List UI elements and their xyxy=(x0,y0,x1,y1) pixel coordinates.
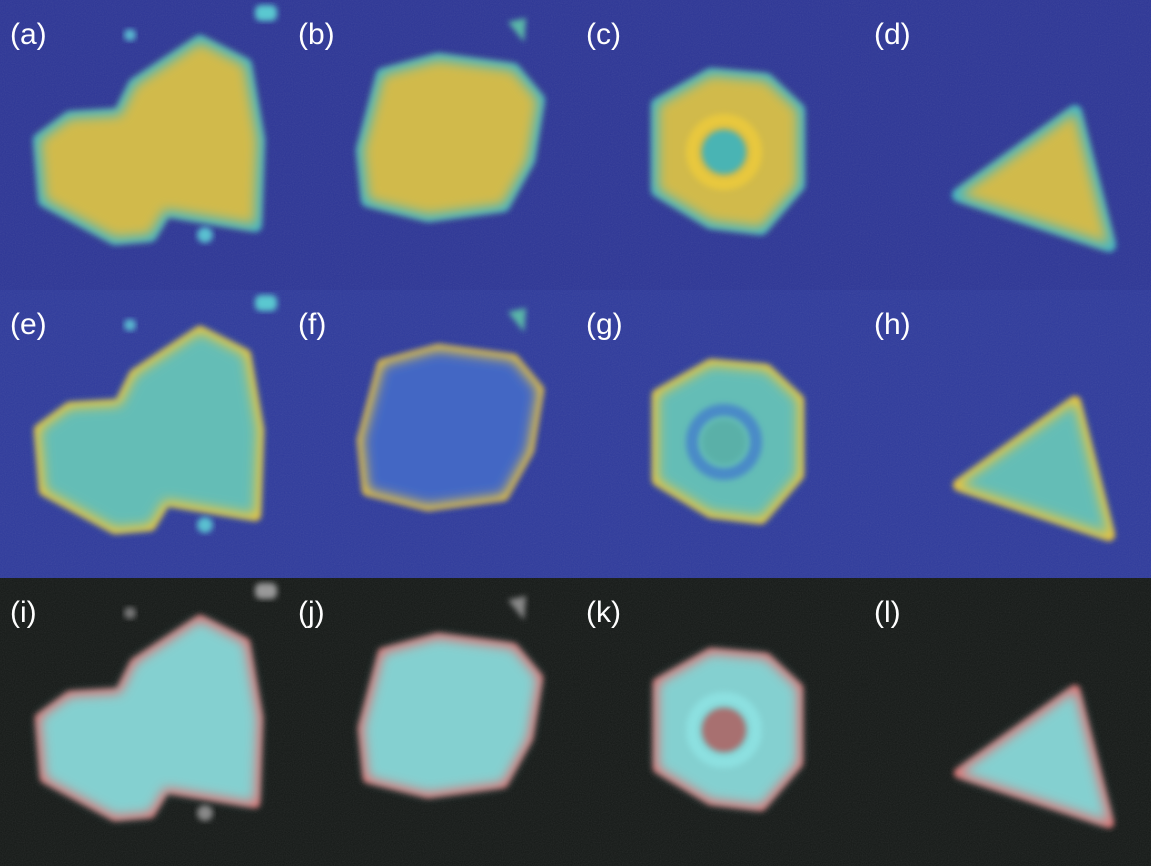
crystal-core xyxy=(702,130,746,174)
panel: (c) xyxy=(576,0,864,290)
particle xyxy=(197,517,213,533)
crystal-core xyxy=(702,708,746,752)
panel: (e) xyxy=(0,290,288,578)
panel: (h) xyxy=(864,290,1151,578)
panel: (f) xyxy=(288,290,576,578)
particle xyxy=(124,607,136,619)
crystal-core xyxy=(702,420,746,464)
panel-label: (f) xyxy=(298,308,326,341)
panel-label: (l) xyxy=(874,596,901,629)
particle xyxy=(124,29,136,41)
panel: (b) xyxy=(288,0,576,290)
panel-label: (h) xyxy=(874,308,911,341)
panel: (l) xyxy=(864,578,1151,866)
panel: (j) xyxy=(288,578,576,866)
panel-label: (k) xyxy=(586,596,621,629)
panel-label: (g) xyxy=(586,308,623,341)
panel-label: (c) xyxy=(586,18,621,51)
particle xyxy=(124,319,136,331)
figure: (a) (b) (c) (d) (e) (f) (g) (h) (i) (j) (k) (l) xyxy=(0,0,1151,866)
panel-label: (a) xyxy=(10,18,47,51)
panel: (d) xyxy=(864,0,1151,290)
panel-label: (b) xyxy=(298,18,335,51)
particle xyxy=(255,583,277,599)
panel: (g) xyxy=(576,290,864,578)
panel-label: (d) xyxy=(874,18,911,51)
panel-label: (i) xyxy=(10,596,37,629)
panel-label: (j) xyxy=(298,596,325,629)
particle xyxy=(255,295,277,311)
particle xyxy=(197,227,213,243)
panel: (k) xyxy=(576,578,864,866)
panel-label: (e) xyxy=(10,308,47,341)
panel: (i) xyxy=(0,578,288,866)
particle xyxy=(255,5,277,21)
panel: (a) xyxy=(0,0,288,290)
particle xyxy=(197,805,213,821)
